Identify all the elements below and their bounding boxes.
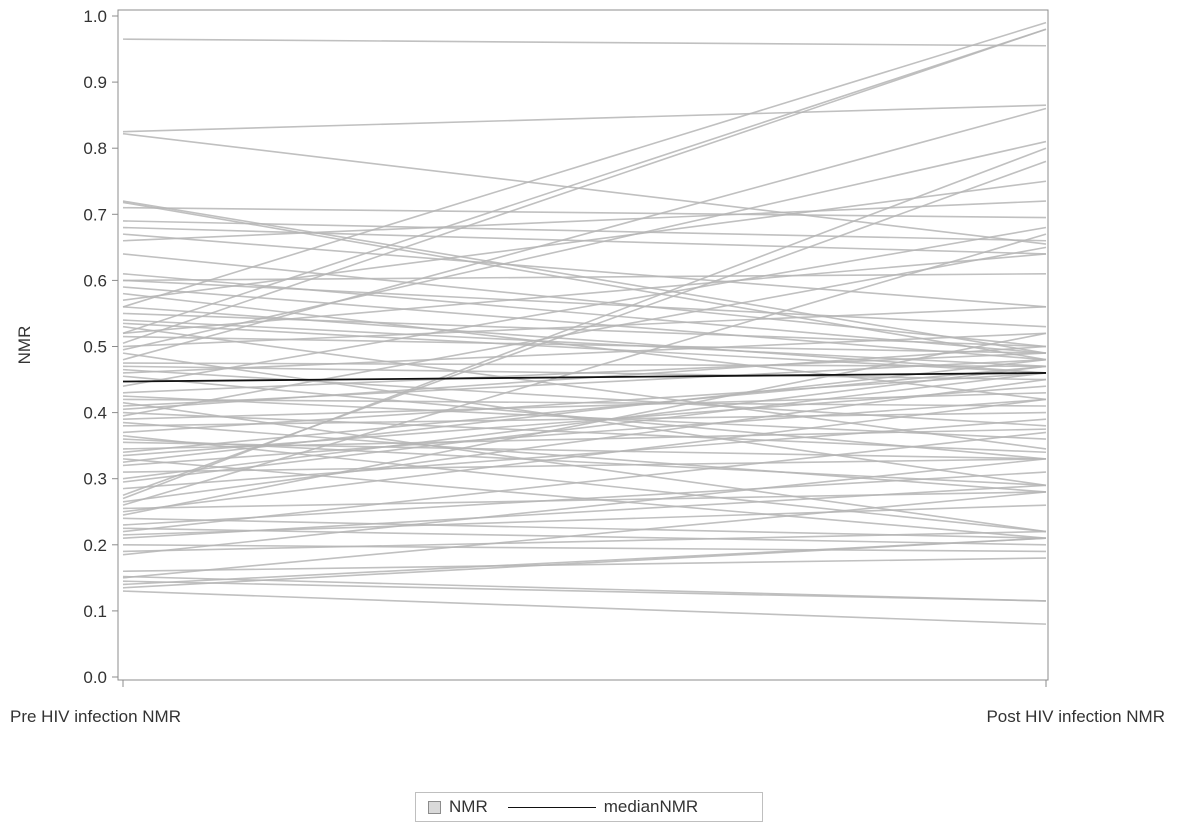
subject-line-47 — [122, 438, 1047, 487]
subject-line-73 — [122, 530, 1047, 553]
subject-line-28 — [122, 362, 1047, 368]
subject-line-9 — [122, 200, 1047, 242]
y-tick-label-7: 0.7 — [83, 205, 107, 224]
subject-line-53 — [122, 358, 1047, 463]
subject-line-67 — [122, 471, 1047, 526]
legend-median-line — [507, 806, 596, 808]
y-axis-title: NMR — [15, 326, 34, 365]
subject-line-8 — [122, 233, 1047, 308]
subject-line-84 — [122, 220, 1047, 242]
subject-line-20 — [122, 325, 1047, 450]
x-axis: Pre HIV infection NMR Post HIV infection … — [10, 680, 1165, 726]
subject-line-15 — [122, 180, 1047, 302]
subject-line-33 — [122, 226, 1047, 387]
y-tick-label-0: 0.0 — [83, 668, 107, 687]
subject-line-64 — [122, 398, 1047, 513]
subject-line-41 — [122, 246, 1047, 417]
y-tick-label-10: 1.0 — [83, 7, 107, 26]
y-tick-label-6: 0.6 — [83, 271, 107, 290]
subject-line-54 — [122, 398, 1047, 467]
subject-line-72 — [122, 544, 1047, 553]
subject-line-19 — [122, 322, 1047, 374]
subject-line-55 — [122, 458, 1047, 473]
subject-line-83 — [122, 272, 1047, 282]
legend: NMR medianNMR — [415, 792, 763, 822]
subject-line-34 — [122, 352, 1047, 394]
subject-line-23 — [122, 28, 1047, 344]
x-tick-label-1: Post HIV infection NMR — [986, 707, 1165, 726]
subject-line-30 — [122, 368, 1047, 427]
legend-nmr-swatch — [428, 800, 441, 814]
subject-line-16 — [122, 21, 1047, 308]
subject-line-58 — [122, 418, 1047, 490]
subject-line-80 — [122, 537, 1047, 589]
subject-line-78 — [122, 580, 1047, 602]
plot-frame — [117, 9, 1049, 681]
subject-line-10 — [122, 253, 1047, 348]
subject-line-12 — [122, 279, 1047, 328]
legend-median-label: medianNMR — [603, 797, 699, 816]
y-tick-label-5: 0.5 — [83, 338, 107, 357]
subject-line-71 — [122, 484, 1047, 539]
subject-line-51 — [122, 385, 1047, 457]
subject-line-31 — [122, 332, 1047, 374]
y-tick-label-2: 0.2 — [83, 536, 107, 555]
subject-line-62 — [122, 233, 1047, 506]
y-tick-label-9: 0.9 — [83, 73, 107, 92]
subject-line-44 — [122, 411, 1047, 427]
subject-line-46 — [122, 434, 1047, 533]
subject-line-82 — [122, 306, 1047, 374]
y-tick-label-3: 0.3 — [83, 470, 107, 489]
subject-line-25 — [122, 140, 1047, 351]
y-tick-label-4: 0.4 — [83, 404, 107, 423]
legend-nmr-label: NMR — [449, 797, 488, 816]
subject-line-81 — [122, 590, 1047, 625]
subject-line-14 — [122, 292, 1047, 401]
subject-line-6 — [122, 206, 1047, 219]
y-tick-label-1: 0.1 — [83, 602, 107, 621]
median-line-group — [122, 372, 1047, 383]
subject-line-61 — [122, 378, 1047, 503]
subject-line-74 — [122, 458, 1047, 556]
subject-line-85 — [122, 253, 1047, 335]
subject-line-2 — [122, 104, 1047, 133]
subject-line-18 — [122, 319, 1047, 368]
subject-line-3 — [122, 132, 1047, 245]
y-tick-label-8: 0.8 — [83, 139, 107, 158]
subject-line-21 — [122, 28, 1047, 335]
subject-line-1 — [122, 38, 1047, 47]
subject-line-69 — [122, 431, 1047, 533]
subject-lines-group — [122, 21, 1047, 625]
subject-line-68 — [122, 527, 1047, 546]
subject-line-77 — [122, 491, 1047, 579]
subject-line-45 — [122, 372, 1047, 434]
subject-line-24 — [122, 306, 1047, 348]
subject-line-75 — [122, 557, 1047, 573]
subject-line-5 — [122, 201, 1047, 361]
chart-svg: 0.0 0.1 0.2 0.3 0.4 0.5 0.6 0.7 0.8 0.9 1.0 Pre HI… — [10, 7, 1165, 726]
y-axis: 0.0 0.1 0.2 0.3 0.4 0.5 0.6 0.7 0.8 0.9 1.0 — [83, 7, 118, 687]
x-tick-label-0: Pre HIV infection NMR — [10, 707, 181, 726]
subject-line-65 — [122, 332, 1047, 516]
subject-line-57 — [122, 372, 1047, 483]
subject-line-50 — [122, 365, 1047, 454]
subject-line-17 — [122, 312, 1047, 348]
subject-line-60 — [122, 147, 1047, 500]
median-line — [122, 372, 1047, 383]
